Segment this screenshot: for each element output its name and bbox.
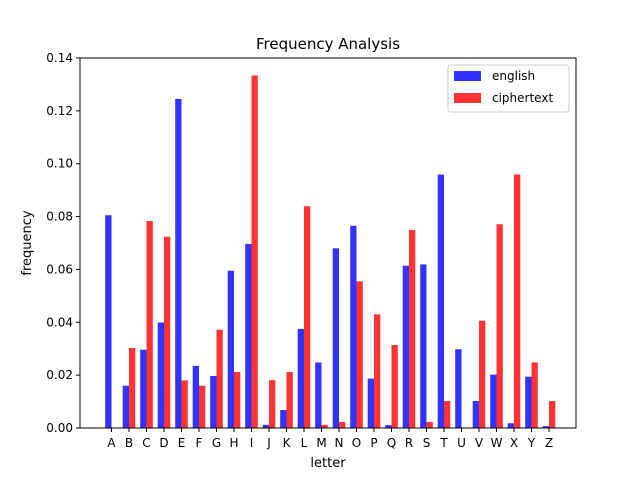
x-tick-label: G: [212, 436, 221, 450]
bar-english-G: [210, 375, 217, 428]
x-tick-label: Q: [387, 436, 396, 450]
plot-frame: [79, 57, 577, 429]
x-tick-label: C: [142, 436, 150, 450]
x-tick-label: K: [283, 436, 292, 450]
x-tick-label: O: [352, 436, 361, 450]
bar-ciphertext-H: [234, 371, 241, 428]
bar-ciphertext-G: [216, 329, 223, 428]
x-tick-label: M: [316, 436, 326, 450]
bar-english-C: [140, 349, 147, 428]
y-axis: 0.00 0.02 0.04 0.06 0.08 0.10 0.12 0.14: [46, 51, 80, 435]
y-tick-label: 0.12: [46, 104, 73, 118]
bar-english-F: [192, 365, 199, 428]
bar-ciphertext-D: [164, 236, 171, 428]
bar-english-S: [420, 264, 427, 428]
legend: english ciphertext: [447, 64, 570, 113]
bar-ciphertext-Y: [531, 362, 538, 428]
bar-ciphertext-I: [251, 75, 258, 428]
bar-english-H: [227, 270, 234, 428]
bar-ciphertext-L: [304, 206, 311, 428]
bar-ciphertext-J: [269, 380, 276, 428]
x-tick-label: H: [229, 436, 238, 450]
x-axis-title: letter: [310, 456, 346, 471]
bar-ciphertext-O: [356, 281, 363, 428]
bar-ciphertext-C: [146, 221, 153, 428]
chart-title: Frequency Analysis: [256, 35, 400, 53]
x-tick-label: Z: [545, 436, 553, 450]
y-tick-label: 0.14: [46, 51, 73, 65]
x-tick-label: E: [178, 436, 186, 450]
bar-ciphertext-P: [374, 314, 381, 428]
legend-label-ciphertext: ciphertext: [492, 91, 553, 105]
x-tick-label: N: [335, 436, 344, 450]
bar-ciphertext-N: [339, 421, 346, 428]
bar-ciphertext-K: [286, 371, 293, 428]
x-tick-label: T: [439, 436, 448, 450]
bar-ciphertext-V: [479, 320, 486, 428]
bar-ciphertext-W: [496, 224, 503, 428]
x-tick-label: B: [125, 436, 133, 450]
y-tick-label: 0.00: [46, 421, 73, 435]
bar-english-B: [122, 385, 129, 428]
legend-swatch-english: [454, 71, 481, 81]
bar-ciphertext-X: [514, 174, 521, 428]
bar-english-W: [490, 374, 497, 428]
x-tick-label: I: [250, 436, 254, 450]
bar-ciphertext-Z: [549, 401, 556, 428]
x-tick-label: W: [491, 436, 503, 450]
y-tick-label: 0.02: [46, 368, 73, 382]
x-tick-label: A: [107, 436, 116, 450]
y-tick-label: 0.08: [46, 210, 73, 224]
bar-english-P: [367, 378, 374, 428]
y-tick-label: 0.06: [46, 262, 73, 276]
bar-ciphertext-E: [181, 380, 188, 428]
x-tick-label: R: [405, 436, 413, 450]
x-tick-label: S: [423, 436, 431, 450]
bar-english-A: [105, 215, 112, 428]
y-axis-title: frequency: [20, 210, 35, 276]
bar-english-U: [455, 349, 462, 428]
bar-ciphertext-S: [426, 421, 433, 428]
x-tick-label: Y: [527, 436, 536, 450]
x-tick-label: L: [301, 436, 308, 450]
bar-english-Y: [525, 376, 532, 428]
legend-label-english: english: [492, 69, 535, 83]
bar-english-K: [280, 410, 287, 428]
bar-english-Z: [542, 426, 549, 428]
x-tick-label: J: [266, 436, 271, 450]
legend-swatch-ciphertext: [454, 93, 481, 103]
x-tick-label: P: [370, 436, 377, 450]
x-tick-label: U: [457, 436, 466, 450]
bar-ciphertext-M: [321, 424, 328, 428]
bar-english-T: [437, 174, 444, 428]
x-tick-label: X: [510, 436, 518, 450]
x-tick-label: F: [196, 436, 203, 450]
bar-ciphertext-R: [409, 230, 416, 428]
bar-ciphertext-F: [199, 385, 206, 428]
bar-english-R: [402, 265, 409, 428]
bar-english-X: [507, 423, 514, 428]
bar-english-I: [245, 244, 252, 428]
bars-group: [105, 75, 556, 429]
bar-english-N: [332, 248, 339, 428]
y-tick-label: 0.10: [46, 157, 73, 171]
bar-ciphertext-Q: [391, 345, 398, 428]
bar-english-E: [175, 98, 182, 429]
bar-english-O: [350, 225, 357, 428]
bar-english-J: [262, 424, 269, 428]
bar-english-M: [315, 362, 322, 428]
x-tick-label: V: [475, 436, 484, 450]
x-tick-label: D: [159, 436, 168, 450]
bar-ciphertext-B: [129, 347, 136, 428]
bar-english-V: [472, 401, 479, 428]
bar-english-L: [297, 328, 304, 428]
bar-ciphertext-T: [444, 401, 451, 428]
bar-english-Q: [385, 425, 392, 428]
bar-english-D: [157, 322, 164, 428]
y-tick-label: 0.04: [46, 315, 73, 329]
